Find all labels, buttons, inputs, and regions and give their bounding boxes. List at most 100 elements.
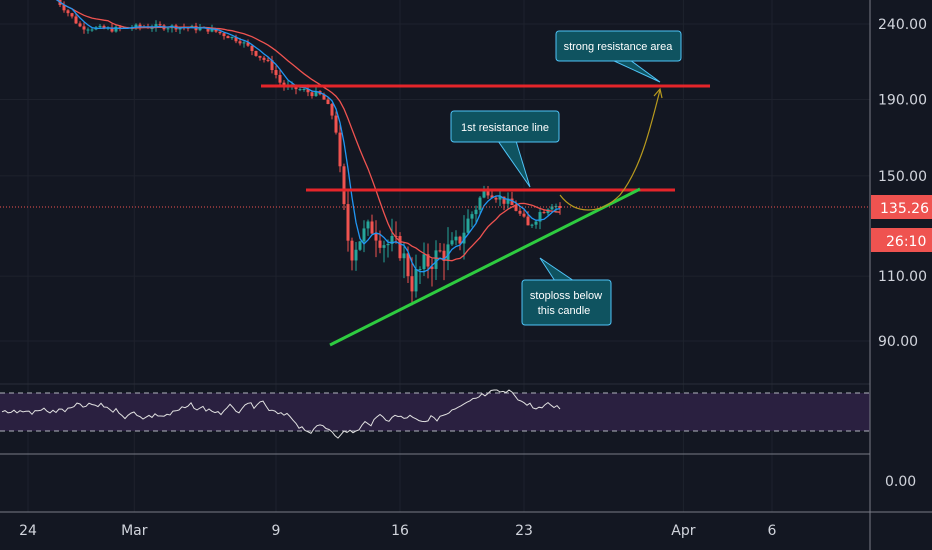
candle-body bbox=[302, 89, 306, 91]
candle-body bbox=[254, 50, 258, 56]
candle-body bbox=[62, 4, 66, 11]
candle-body bbox=[526, 216, 530, 226]
price-tag-label: 135.26 bbox=[880, 201, 929, 217]
candle-body bbox=[314, 91, 318, 97]
candle-body bbox=[486, 189, 490, 196]
candle-body bbox=[374, 233, 378, 241]
candle-body bbox=[450, 240, 454, 245]
candle-body bbox=[414, 269, 418, 292]
countdown-label: 26:10 bbox=[886, 234, 926, 250]
candle-body bbox=[402, 253, 406, 259]
candle-body bbox=[430, 266, 434, 269]
candle-body bbox=[258, 55, 262, 58]
candle-body bbox=[502, 196, 506, 204]
candle-body bbox=[442, 250, 446, 261]
callout-label-line2: this candle bbox=[538, 305, 591, 317]
candle-body bbox=[114, 26, 118, 32]
candle-body bbox=[330, 103, 334, 116]
candle-body bbox=[542, 212, 546, 214]
candle-body bbox=[102, 25, 106, 29]
price-axis[interactable]: 240.00 190.00 150.00 110.00 90.00 bbox=[878, 17, 927, 350]
date-tick-label: 24 bbox=[19, 523, 37, 539]
candle-body bbox=[310, 92, 314, 97]
candle-body bbox=[154, 24, 158, 28]
candle-body bbox=[482, 189, 486, 198]
candle-body bbox=[86, 29, 90, 31]
candle-body bbox=[422, 254, 426, 269]
candle-body bbox=[418, 268, 422, 270]
rsi-panel bbox=[0, 389, 870, 439]
candle-body bbox=[550, 206, 554, 210]
candle-body bbox=[342, 166, 346, 205]
price-tag-box bbox=[871, 195, 932, 219]
callout-label: strong resistance area bbox=[564, 41, 674, 53]
candle-body bbox=[378, 240, 382, 248]
candle-body bbox=[534, 221, 538, 225]
oscillator-tick-label: 0.00 bbox=[885, 474, 916, 490]
candle-body bbox=[434, 250, 438, 269]
candle-body bbox=[322, 94, 326, 100]
candle-body bbox=[298, 89, 302, 91]
candle-body bbox=[498, 196, 502, 200]
projection-arrowhead bbox=[653, 87, 663, 99]
candle-body bbox=[362, 228, 366, 242]
candle-body bbox=[66, 10, 70, 14]
candle-body bbox=[158, 24, 162, 26]
candle-body bbox=[470, 214, 474, 219]
candle-body bbox=[462, 232, 466, 244]
date-tick-label: 23 bbox=[515, 523, 533, 539]
candle-body bbox=[506, 198, 510, 204]
candle-body bbox=[522, 213, 526, 217]
candle-body bbox=[222, 33, 226, 37]
candle-body bbox=[370, 221, 374, 234]
date-tick-label: 6 bbox=[768, 523, 777, 539]
callout-box bbox=[521, 279, 612, 326]
candle-body bbox=[338, 132, 342, 167]
price-tick-label: 150.00 bbox=[878, 169, 927, 185]
candle-body bbox=[118, 26, 122, 28]
candle-body bbox=[238, 41, 242, 44]
ma-slow-line bbox=[55, 0, 561, 262]
callout-pointer bbox=[539, 257, 576, 282]
candle-body bbox=[398, 236, 402, 259]
candle-body bbox=[518, 210, 522, 214]
callout-first-resistance[interactable]: 1st resistance line bbox=[450, 110, 560, 188]
candle-body bbox=[270, 60, 274, 71]
price-tick-label: 190.00 bbox=[878, 93, 927, 109]
candle-body bbox=[410, 276, 414, 292]
candle-body bbox=[206, 27, 210, 32]
candle-body bbox=[326, 99, 330, 104]
price-tick-label: 240.00 bbox=[878, 17, 927, 33]
candle-body bbox=[406, 253, 410, 277]
candle-body bbox=[466, 218, 470, 233]
candle-body bbox=[382, 245, 386, 248]
callout-stoploss[interactable]: stoploss below this candle bbox=[521, 257, 612, 326]
candle-body bbox=[358, 241, 362, 250]
candle-body bbox=[90, 29, 94, 31]
candle-body bbox=[514, 205, 518, 211]
rsi-band bbox=[0, 393, 870, 431]
candle-body bbox=[242, 42, 246, 44]
countdown-tag-box bbox=[871, 228, 932, 252]
candle-body bbox=[134, 24, 138, 28]
date-axis[interactable]: 24 Mar 9 16 23 Apr 6 bbox=[19, 523, 776, 539]
callout-strong-resistance[interactable]: strong resistance area bbox=[555, 30, 682, 83]
ma-fast-line bbox=[55, 0, 561, 273]
candle-body bbox=[246, 42, 250, 46]
candle-body bbox=[454, 236, 458, 241]
candle-body bbox=[250, 45, 254, 51]
candle-body bbox=[234, 36, 238, 42]
candles bbox=[58, 0, 562, 306]
date-tick-label: 9 bbox=[272, 523, 281, 539]
candle-body bbox=[458, 236, 462, 244]
candle-body bbox=[78, 23, 82, 27]
candle-body bbox=[210, 28, 214, 32]
candle-body bbox=[74, 16, 78, 24]
candle-body bbox=[218, 31, 222, 34]
callout-box bbox=[450, 110, 560, 143]
support-trendline[interactable] bbox=[329, 187, 641, 347]
callout-label-line1: stoploss below bbox=[530, 290, 602, 302]
candle-body bbox=[98, 25, 102, 28]
